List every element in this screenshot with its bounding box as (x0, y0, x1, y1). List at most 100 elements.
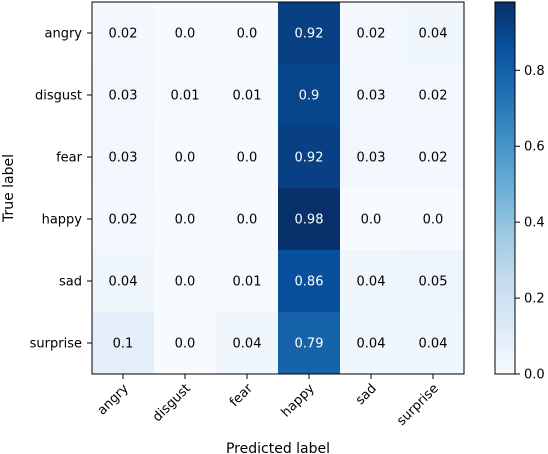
heatmap-cell (402, 2, 465, 65)
y-tick-label: sad (59, 275, 82, 290)
cell-value-label: 0.02 (419, 89, 448, 104)
heatmap-cell (154, 2, 217, 65)
cell-value-label: 0.04 (419, 27, 448, 42)
cell-value-label: 0.04 (357, 337, 386, 352)
heatmap-cell (216, 2, 279, 65)
cell-value-label: 0.92 (295, 151, 324, 166)
heatmap-cell (154, 312, 217, 375)
heatmap-cell (278, 250, 341, 313)
heatmap-cell (340, 64, 403, 127)
heatmap-cell (154, 126, 217, 189)
colorbar-tick-label: 0.8 (524, 64, 545, 79)
cell-value-label: 0.04 (357, 275, 386, 290)
heatmap-cell (278, 126, 341, 189)
heatmap-cell (216, 64, 279, 127)
cell-value-label: 0.01 (171, 89, 200, 104)
cell-value-label: 0.02 (357, 27, 386, 42)
heatmap-cell (154, 250, 217, 313)
x-tick-label: sad (353, 381, 380, 408)
heatmap-cell (216, 188, 279, 251)
cell-value-label: 0.02 (419, 151, 448, 166)
heatmap-cell (340, 2, 403, 65)
colorbar-ticks: 0.0 0.2 0.4 0.6 0.8 (515, 64, 545, 383)
heatmap-cell-labels: 0.02 0.0 0.0 0.92 0.02 0.04 0.03 0.01 0.01 0.9 0.0… (109, 27, 448, 352)
heatmap-cell (216, 250, 279, 313)
cell-value-label: 0.0 (175, 213, 196, 228)
y-tick-label: disgust (35, 89, 82, 104)
cell-value-label: 0.03 (357, 89, 386, 104)
colorbar: 0.0 0.2 0.4 0.6 0.8 (494, 1, 545, 383)
heatmap-cells (92, 2, 465, 375)
y-axis-title: True label (1, 154, 17, 223)
cell-value-label: 0.0 (361, 213, 382, 228)
heatmap-cell (402, 312, 465, 375)
colorbar-gradient (494, 1, 516, 375)
x-tick-label: surprise (394, 381, 442, 429)
y-tick-label: angry (45, 27, 83, 42)
cell-value-label: 0.0 (175, 151, 196, 166)
cell-value-label: 0.0 (237, 27, 258, 42)
cell-value-label: 0.9 (299, 89, 320, 104)
heatmap-cell (216, 312, 279, 375)
heatmap-cell (92, 250, 155, 313)
colorbar-tick-label: 0.4 (524, 216, 545, 231)
colorbar-tick-label: 0.0 (524, 368, 545, 383)
x-tick-label: disgust (150, 381, 194, 425)
heatmap-cell (92, 126, 155, 189)
heatmap-cell (402, 126, 465, 189)
cell-value-label: 0.02 (109, 27, 138, 42)
cell-value-label: 0.79 (295, 337, 324, 352)
x-axis-ticks: angry disgust fear happy sad surprise (95, 374, 442, 429)
y-tick-label: fear (56, 151, 83, 166)
cell-value-label: 0.0 (175, 337, 196, 352)
cell-value-label: 0.05 (419, 275, 448, 290)
heatmap-cell (340, 188, 403, 251)
x-axis-title: Predicted label (226, 441, 330, 454)
heatmap-cell (278, 188, 341, 251)
cell-value-label: 0.86 (295, 275, 324, 290)
colorbar-tick-label: 0.6 (524, 140, 545, 155)
heatmap-cell (154, 188, 217, 251)
cell-value-label: 0.04 (233, 337, 262, 352)
heatmap-cell (92, 64, 155, 127)
cell-value-label: 0.03 (109, 151, 138, 166)
cell-value-label: 0.0 (175, 27, 196, 42)
cell-value-label: 0.98 (295, 213, 324, 228)
plot-frame (91, 1, 465, 375)
heatmap-cell (92, 188, 155, 251)
cell-value-label: 0.92 (295, 27, 324, 42)
heatmap-cell (278, 64, 341, 127)
heatmap-cell (216, 126, 279, 189)
cell-value-label: 0.1 (113, 337, 134, 352)
heatmap-cell (402, 250, 465, 313)
cell-value-label: 0.0 (237, 151, 258, 166)
y-tick-label: surprise (30, 337, 82, 352)
cell-value-label: 0.0 (237, 213, 258, 228)
cell-value-label: 0.01 (233, 275, 262, 290)
heatmap-cell (154, 64, 217, 127)
cell-value-label: 0.03 (109, 89, 138, 104)
cell-value-label: 0.0 (423, 213, 444, 228)
x-tick-label: angry (95, 381, 132, 418)
heatmap-cell (92, 312, 155, 375)
heatmap-cell (402, 64, 465, 127)
heatmap-cell (278, 312, 341, 375)
y-tick-label: happy (42, 213, 83, 228)
heatmap-cell (278, 2, 341, 65)
heatmap-cell (340, 126, 403, 189)
x-tick-label: fear (227, 381, 256, 410)
heatmap-cell (92, 2, 155, 65)
colorbar-tick-label: 0.2 (524, 292, 545, 307)
cell-value-label: 0.0 (175, 275, 196, 290)
heatmap-cell (340, 250, 403, 313)
x-tick-label: happy (279, 381, 318, 420)
heatmap-cell (402, 188, 465, 251)
y-axis-ticks: angry disgust fear happy sad surprise (30, 27, 92, 352)
cell-value-label: 0.03 (357, 151, 386, 166)
heatmap-cell (340, 312, 403, 375)
cell-value-label: 0.01 (233, 89, 262, 104)
cell-value-label: 0.02 (109, 213, 138, 228)
cell-value-label: 0.04 (419, 337, 448, 352)
cell-value-label: 0.04 (109, 275, 138, 290)
